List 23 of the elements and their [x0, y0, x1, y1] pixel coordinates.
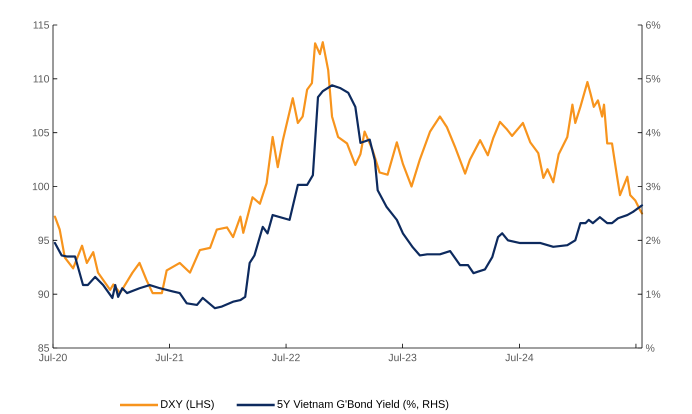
x-tick-label: Jul-21 — [155, 354, 184, 362]
y-tick-label: 115 — [34, 21, 50, 29]
y2-tick-label: 3% — [646, 182, 660, 190]
y-tick-label: 110 — [34, 75, 50, 83]
line-series — [54, 84, 644, 310]
y2-tick-label: 4% — [646, 129, 660, 136]
x-tick-label: Jul-20 — [38, 354, 67, 362]
y-tick-label: 90 — [38, 290, 50, 298]
y2-tick-label: % — [646, 344, 654, 352]
x-tick-label: Jul-22 — [272, 354, 300, 362]
x-tick-label: Jul-23 — [388, 354, 416, 362]
y2-tick-label: 1% — [646, 290, 660, 298]
y2-tick-label: 5% — [646, 75, 660, 83]
y-tick-label: 85 — [38, 344, 50, 352]
legend-label: 5Y Vietnam G'Bond Yield (%, RHS) — [277, 400, 448, 410]
legend-label: DXY (LHS) — [161, 400, 214, 410]
y-tick-label: 95 — [38, 236, 50, 244]
x-tick-label: Jul-24 — [505, 354, 534, 362]
y2-tick-label: 6% — [646, 21, 660, 29]
y-tick-label: 100 — [32, 182, 50, 190]
y2-tick-label: 2% — [646, 236, 660, 244]
line-series — [54, 41, 644, 294]
y-tick-label: 105 — [32, 128, 50, 136]
